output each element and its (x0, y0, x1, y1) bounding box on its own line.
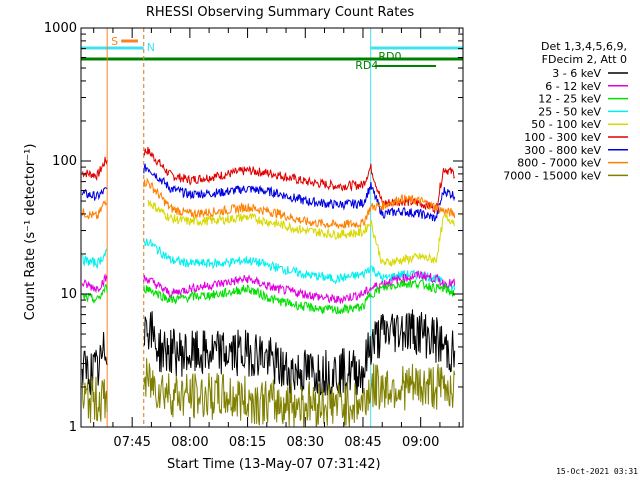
generation-timestamp: 15-Oct-2021 03:31 (556, 467, 638, 476)
x-axis-label: Start Time (13-May-07 07:31:42) (167, 457, 381, 472)
series-300-800-kev (81, 163, 456, 222)
annotation-rd4: RD4 (355, 59, 378, 72)
legend-label: 50 - 100 keV (531, 118, 601, 131)
legend-label: 300 - 800 keV (524, 144, 601, 157)
y-tick-label: 1000 (44, 21, 77, 36)
x-tick-label: 07:45 (113, 435, 150, 450)
legend-label: 25 - 50 keV (538, 105, 601, 118)
annotation-n: N (147, 41, 155, 54)
series-3-6-kev (81, 309, 456, 396)
legend-label: 6 - 12 keV (545, 80, 601, 93)
plot-frame (80, 27, 464, 428)
legend-label: 12 - 25 keV (538, 93, 601, 106)
series-25-50-kev (81, 238, 456, 292)
x-tick-label: 08:15 (229, 435, 266, 450)
legend-label: 100 - 300 keV (524, 131, 601, 144)
series-12-25-kev (81, 278, 455, 315)
legend-label: 7000 - 15000 keV (503, 169, 601, 182)
x-axis: 07:45 08:00 08:15 08:30 08:45 09:00 (93, 28, 460, 450)
legend-header-1: Det 1,3,4,5,6,9, (541, 40, 627, 53)
x-tick-label: 08:45 (344, 435, 381, 450)
legend: Det 1,3,4,5,6,9, FDecim 2, Att 0 3 - 6 k… (503, 40, 628, 182)
y-tick-label: 1 (69, 420, 77, 435)
y-tick-label: 10 (60, 287, 77, 302)
legend-label: 800 - 7000 keV (517, 157, 601, 170)
legend-label: 3 - 6 keV (552, 67, 601, 80)
series-layer (81, 146, 456, 428)
y-axis: 1 10 100 1000 (44, 21, 463, 435)
x-tick-label: 09:00 (402, 435, 439, 450)
series-800-7000-kev (81, 177, 456, 230)
chart-title: RHESSI Observing Summary Count Rates (146, 5, 415, 20)
legend-header-2: FDecim 2, Att 0 (542, 53, 627, 66)
annotation-s: S (111, 35, 118, 48)
y-tick-label: 100 (52, 154, 77, 169)
x-tick-label: 08:30 (287, 435, 324, 450)
annotation-rd0: RD0 (378, 50, 401, 63)
series-50-100-kev (147, 199, 456, 267)
y-axis-label: Count Rate (s⁻¹ detector⁻¹) (23, 144, 38, 321)
x-tick-label: 08:00 (171, 435, 208, 450)
series-7000-15000-kev (81, 358, 456, 428)
